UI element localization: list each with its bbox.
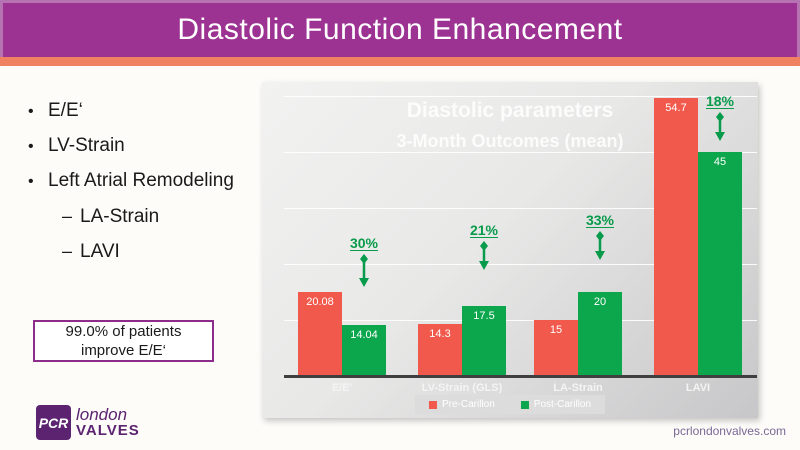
improvement-label-4: 18% (705, 93, 735, 109)
post-carillon-bar-2[interactable]: 17.5 (462, 306, 506, 376)
footer-url: pcrlondonvalves.com (673, 424, 786, 438)
category-label-1: E/E' (331, 382, 353, 394)
sub-bullet-item-lavi: – LAVI (28, 234, 234, 269)
legend-item-pre-carillon: Pre-Carillon (428, 399, 495, 410)
legend-label-pre-carillon: Pre-Carillon (441, 399, 495, 410)
bullet-item-ee: • E/E‘ (28, 94, 234, 129)
bar-value-label: 54.7 (665, 101, 687, 114)
pre-carillon-swatch-icon (428, 400, 437, 409)
pre-carillon-bar-3[interactable]: 15 (534, 320, 578, 376)
gridline (284, 208, 757, 209)
callout-line2: improve E/E‘ (80, 342, 167, 359)
dash-icon: – (62, 241, 73, 261)
bullet-item-left-atrial-remodeling: • Left Atrial Remodeling (28, 164, 234, 199)
bar-value-label: 45 (713, 156, 727, 168)
improvement-arrow-icon (712, 112, 728, 146)
improvement-arrow-icon (356, 254, 372, 292)
gridline (284, 264, 757, 265)
dash-icon: – (62, 206, 73, 226)
bullet-icon: • (28, 173, 34, 190)
logo-text: london VALVES (76, 404, 140, 439)
x-axis-line (284, 375, 757, 378)
logo-valves-label: VALVES (76, 421, 140, 439)
post-carillon-bar-4[interactable]: 45 (698, 152, 742, 376)
bar-value-label: 14.04 (350, 329, 378, 342)
bullet-label: E/E‘ (48, 100, 83, 121)
pre-carillon-bar-2[interactable]: 14.3 (418, 323, 462, 376)
chart-panel: Diastolic parameters 3-Month Outcomes (m… (262, 82, 758, 418)
pcr-london-valves-logo: PCR london VALVES (36, 405, 140, 440)
category-label-4: LAVI (685, 382, 711, 394)
bullet-item-lv-strain: • LV-Strain (28, 129, 234, 164)
bullet-label: Left Atrial Remodeling (48, 170, 234, 191)
bullet-label: LV-Strain (48, 135, 125, 156)
pcr-logo-icon: PCR (36, 405, 71, 440)
improvement-arrow-icon (476, 241, 492, 275)
bar-value-label: 14.3 (429, 327, 451, 340)
bullet-icon: • (28, 138, 34, 155)
improvement-label-3: 33% (585, 212, 615, 228)
bar-value-label: 15 (549, 324, 563, 336)
post-carillon-bar-3[interactable]: 20 (578, 292, 622, 376)
category-label-3: LA-Strain (553, 382, 603, 394)
bullet-list: • E/E‘ • LV-Strain • Left Atrial Remodel… (28, 94, 234, 269)
bar-value-label: 20 (593, 296, 607, 308)
post-carillon-swatch-icon (520, 400, 529, 409)
sub-bullet-item-la-strain: – LA-Strain (28, 199, 234, 234)
sub-bullet-label: LA-Strain (80, 206, 160, 227)
logo-london-label: london (76, 404, 128, 424)
slide-title: Diastolic Function Enhancement (177, 13, 623, 46)
legend-item-post-carillon: Post-Carillon (520, 399, 592, 410)
pre-carillon-bar-4[interactable]: 54.7 (654, 97, 698, 376)
callout-box: 99.0% of patients improve E/E‘ (33, 320, 214, 362)
bar-value-label: 17.5 (473, 310, 495, 322)
callout-line1: 99.0% of patients (65, 323, 182, 340)
pre-carillon-bar-1[interactable]: 20.08 (298, 291, 342, 376)
gridline (284, 152, 757, 153)
improvement-arrow-icon (592, 231, 608, 265)
header-bar: Diastolic Function Enhancement (0, 0, 800, 57)
gridline (284, 320, 757, 321)
gridline (284, 96, 757, 97)
chart-legend: Pre-Carillon Post-Carillon (414, 395, 606, 414)
post-carillon-bar-1[interactable]: 14.04 (342, 325, 386, 376)
improvement-label-2: 21% (469, 222, 499, 238)
sub-bullet-label: LAVI (80, 241, 120, 262)
accent-bar (0, 57, 800, 66)
category-label-2: LV-Strain (GLS) (421, 382, 503, 394)
bullet-icon: • (28, 103, 34, 120)
bar-value-label: 20.08 (306, 295, 334, 308)
improvement-label-1: 30% (349, 235, 379, 251)
legend-label-post-carillon: Post-Carillon (533, 399, 592, 410)
